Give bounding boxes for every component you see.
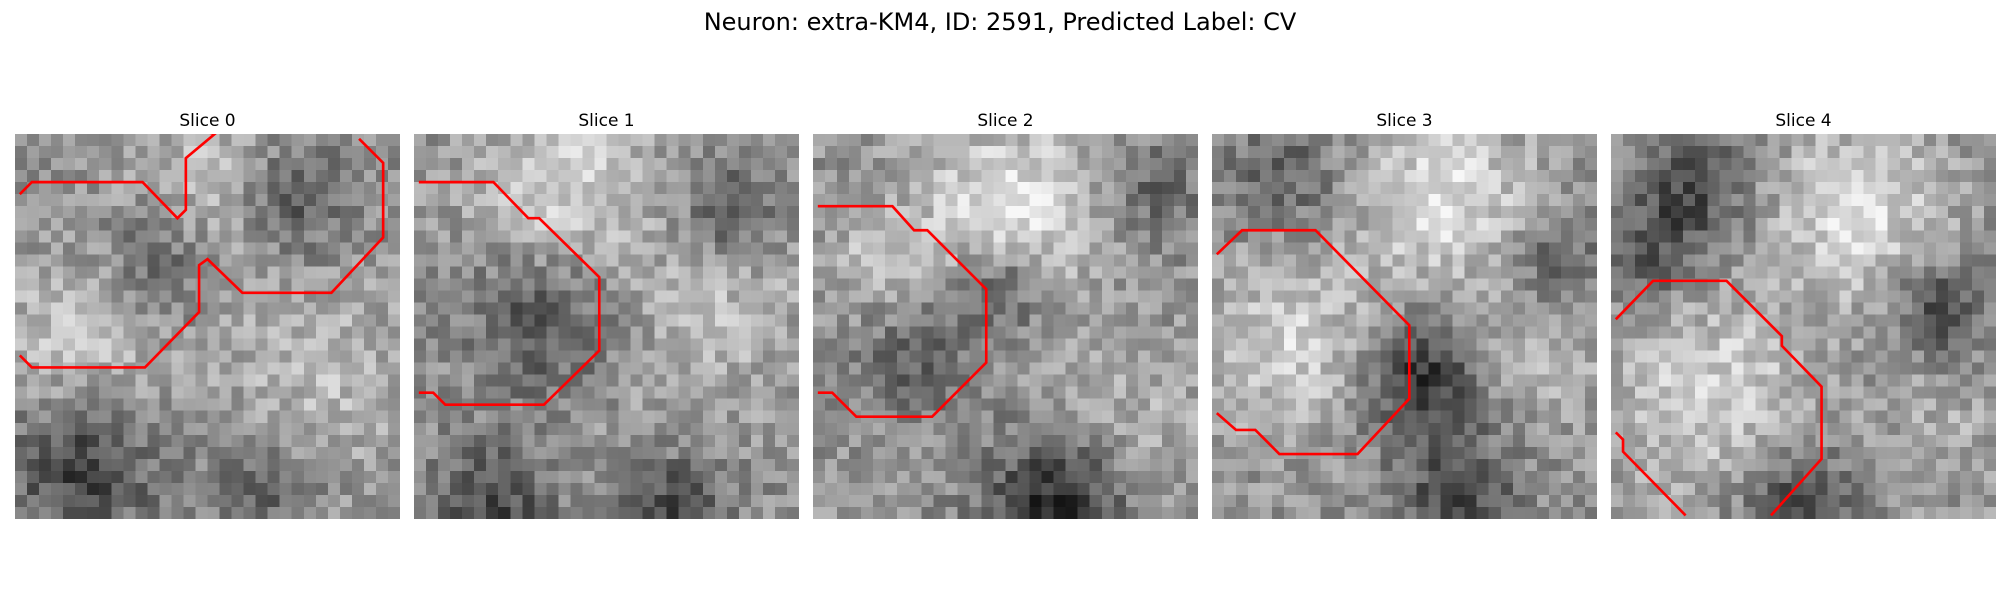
- slice-contour-0: [18, 134, 217, 221]
- slice-panel-1: Slice 1: [414, 110, 799, 519]
- slice-contour-0b: [18, 137, 385, 369]
- slice-image-1: [414, 134, 799, 519]
- slice-contour-3: [1215, 228, 1411, 456]
- slice-panel-0: Slice 0: [15, 110, 400, 519]
- slice-title-0: Slice 0: [179, 111, 236, 131]
- slice-contour-4: [1614, 279, 1823, 517]
- slice-image-4: [1611, 134, 1996, 519]
- slice-panel-4: Slice 4: [1611, 110, 1996, 519]
- slice-contour-1: [418, 180, 601, 407]
- slice-contour-2: [817, 204, 988, 419]
- slice-contour-4b: [1614, 431, 1687, 517]
- slice-title-3: Slice 3: [1376, 111, 1433, 131]
- slice-pixels-2: [813, 134, 1198, 519]
- slice-title-2: Slice 2: [977, 111, 1034, 131]
- slice-image-2: [813, 134, 1198, 519]
- slice-title-1: Slice 1: [578, 111, 635, 131]
- slice-pixels-1: [414, 134, 799, 519]
- slice-image-3: [1212, 134, 1597, 519]
- slice-pixels-3: [1212, 134, 1597, 519]
- slice-image-0: [15, 134, 400, 519]
- slice-pixels-4: [1611, 134, 1996, 519]
- slice-panel-3: Slice 3: [1212, 110, 1597, 519]
- slice-title-4: Slice 4: [1775, 111, 1832, 131]
- slice-pixels-0: [15, 134, 400, 519]
- slice-panel-2: Slice 2: [813, 110, 1198, 519]
- figure-title: Neuron: extra-KM4, ID: 2591, Predicted L…: [703, 8, 1297, 36]
